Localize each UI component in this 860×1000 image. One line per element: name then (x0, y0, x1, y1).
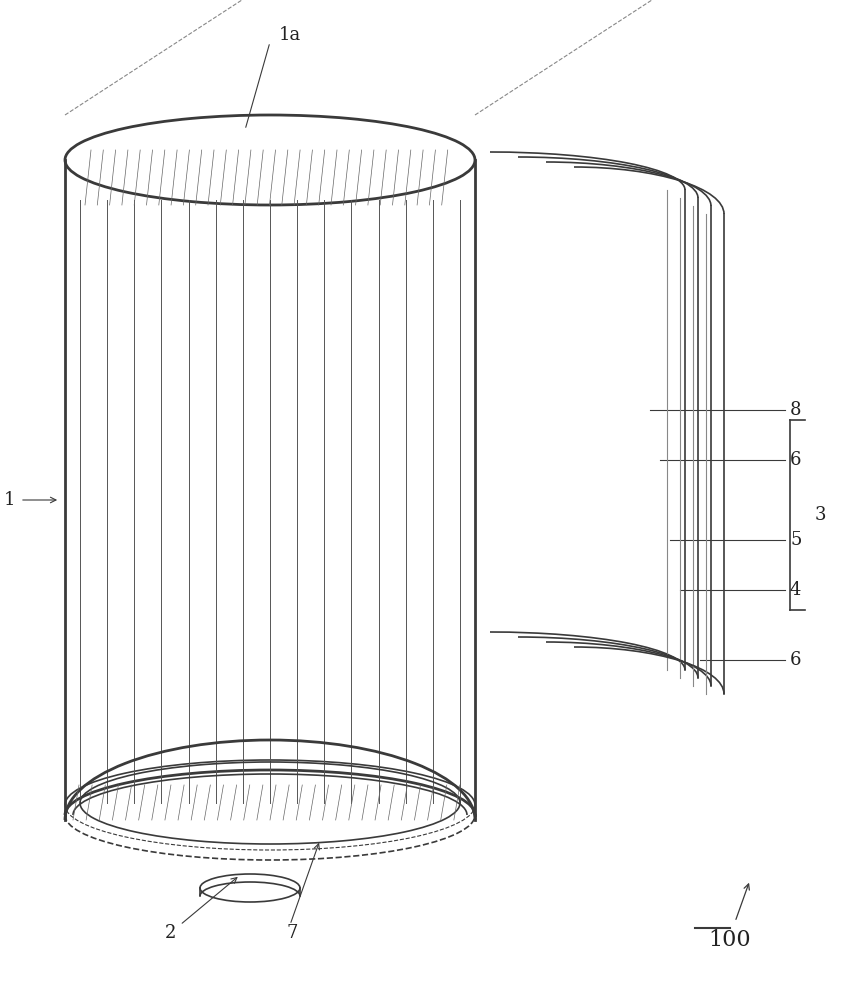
Text: 5: 5 (790, 531, 802, 549)
Text: 1: 1 (4, 491, 15, 509)
Text: 6: 6 (790, 451, 802, 469)
Text: 7: 7 (286, 924, 298, 942)
Text: 4: 4 (790, 581, 802, 599)
Text: 6: 6 (790, 651, 802, 669)
Text: 3: 3 (815, 506, 826, 524)
Text: 1a: 1a (279, 26, 301, 44)
Text: 2: 2 (164, 924, 175, 942)
Text: 8: 8 (790, 401, 802, 419)
Text: 100: 100 (709, 929, 752, 951)
